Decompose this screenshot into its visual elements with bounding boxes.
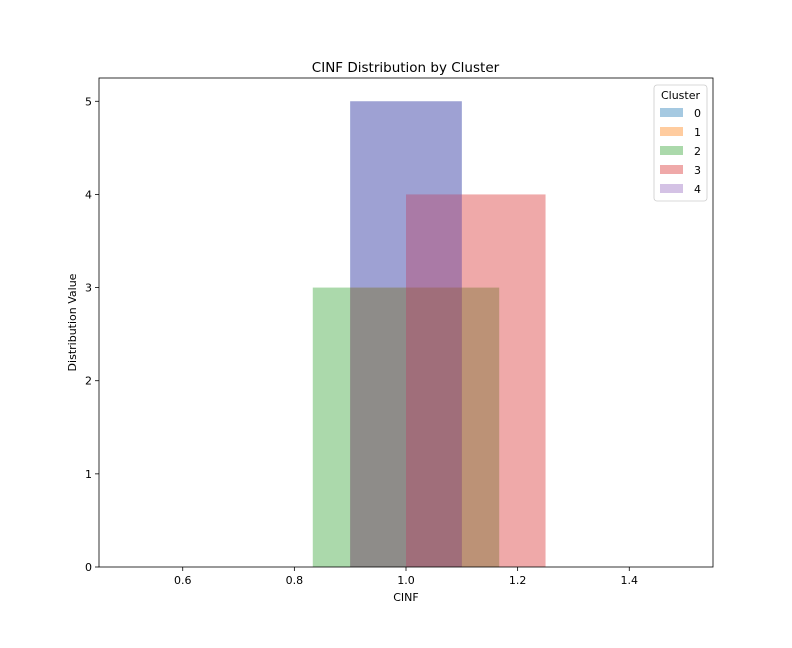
y-axis: 0 1 2 3 4 5: [85, 95, 99, 574]
x-axis-label: CINF: [393, 591, 418, 604]
legend-label: 3: [694, 164, 701, 177]
y-tick-label: 2: [85, 375, 92, 388]
x-tick-label: 1.4: [621, 574, 639, 587]
legend-label: 1: [694, 126, 701, 139]
legend-swatch: [660, 184, 683, 193]
bar-cluster-1: [350, 287, 462, 567]
legend-swatch: [660, 146, 683, 155]
x-axis: 0.6 0.8 1.0 1.2 1.4: [174, 567, 638, 587]
y-tick-label: 5: [85, 95, 92, 108]
legend-label: 0: [694, 107, 701, 120]
legend: Cluster 0 1 2 3 4: [653, 84, 708, 202]
y-tick-label: 3: [85, 282, 92, 295]
legend-swatch: [660, 127, 683, 136]
y-tick-label: 0: [85, 561, 92, 574]
bar-cluster-2: [312, 287, 500, 567]
chart-title: CINF Distribution by Cluster: [312, 60, 500, 76]
legend-swatch: [660, 165, 683, 174]
bars-layer: [312, 101, 546, 568]
x-tick-label: 0.6: [174, 574, 192, 587]
bar-cluster-4: [350, 101, 462, 568]
legend-swatch: [660, 108, 683, 117]
x-tick-label: 0.8: [286, 574, 304, 587]
y-tick-label: 4: [85, 188, 92, 201]
x-tick-label: 1.2: [509, 574, 527, 587]
bar-cluster-0: [350, 101, 462, 568]
legend-title: Cluster: [661, 89, 701, 102]
x-tick-label: 1.0: [397, 574, 415, 587]
legend-box: [653, 84, 708, 202]
bar-cluster-3: [406, 194, 546, 567]
legend-label: 4: [694, 183, 701, 196]
y-tick-label: 1: [85, 468, 92, 481]
y-axis-label: Distribution Value: [66, 273, 79, 371]
legend-label: 2: [694, 145, 701, 158]
